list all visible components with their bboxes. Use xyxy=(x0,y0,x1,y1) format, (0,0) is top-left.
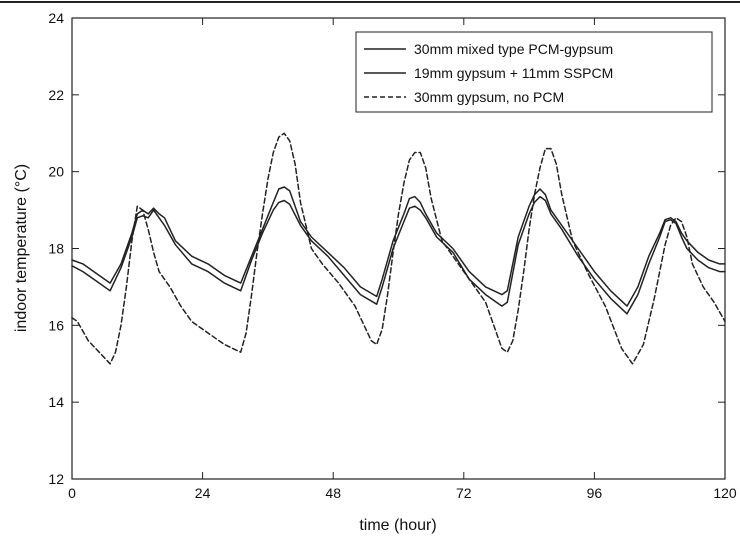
series-lines xyxy=(71,132,726,365)
legend-label: 19mm gypsum + 11mm SSPCM xyxy=(414,65,613,81)
x-tick-label: 0 xyxy=(68,485,76,501)
plot-area: 0 24 48 72 96 120 12 14 16 18 20 22 24 xyxy=(48,10,736,501)
series-line-2 xyxy=(71,195,726,315)
x-tick-label: 72 xyxy=(456,485,472,501)
y-axis-ticks: 12 14 16 18 20 22 24 xyxy=(48,10,725,487)
legend-box xyxy=(355,31,713,113)
legend-label: 30mm mixed type PCM-gypsum xyxy=(414,41,613,57)
y-tick-label: 22 xyxy=(48,87,64,103)
y-tick-label: 12 xyxy=(48,471,64,487)
x-tick-label: 96 xyxy=(587,485,603,501)
x-tick-label: 120 xyxy=(713,485,737,501)
y-axis-title: indoor temperature (°C) xyxy=(13,164,30,332)
y-tick-label: 20 xyxy=(48,164,64,180)
series-line-3 xyxy=(71,132,726,365)
x-tick-label: 48 xyxy=(325,485,341,501)
x-axis-ticks: 0 24 48 72 96 120 xyxy=(68,18,737,501)
legend-label: 30mm gypsum, no PCM xyxy=(414,89,564,105)
legend: 30mm mixed type PCM-gypsum 19mm gypsum + … xyxy=(355,31,713,113)
series-line-1 xyxy=(71,186,726,307)
y-tick-label: 24 xyxy=(48,10,64,26)
legend-items: 30mm mixed type PCM-gypsum 19mm gypsum + … xyxy=(364,41,613,105)
y-tick-label: 18 xyxy=(48,241,64,257)
x-axis-title: time (hour) xyxy=(359,517,436,534)
y-tick-label: 14 xyxy=(48,394,64,410)
x-tick-label: 24 xyxy=(195,485,211,501)
y-tick-label: 16 xyxy=(48,317,64,333)
